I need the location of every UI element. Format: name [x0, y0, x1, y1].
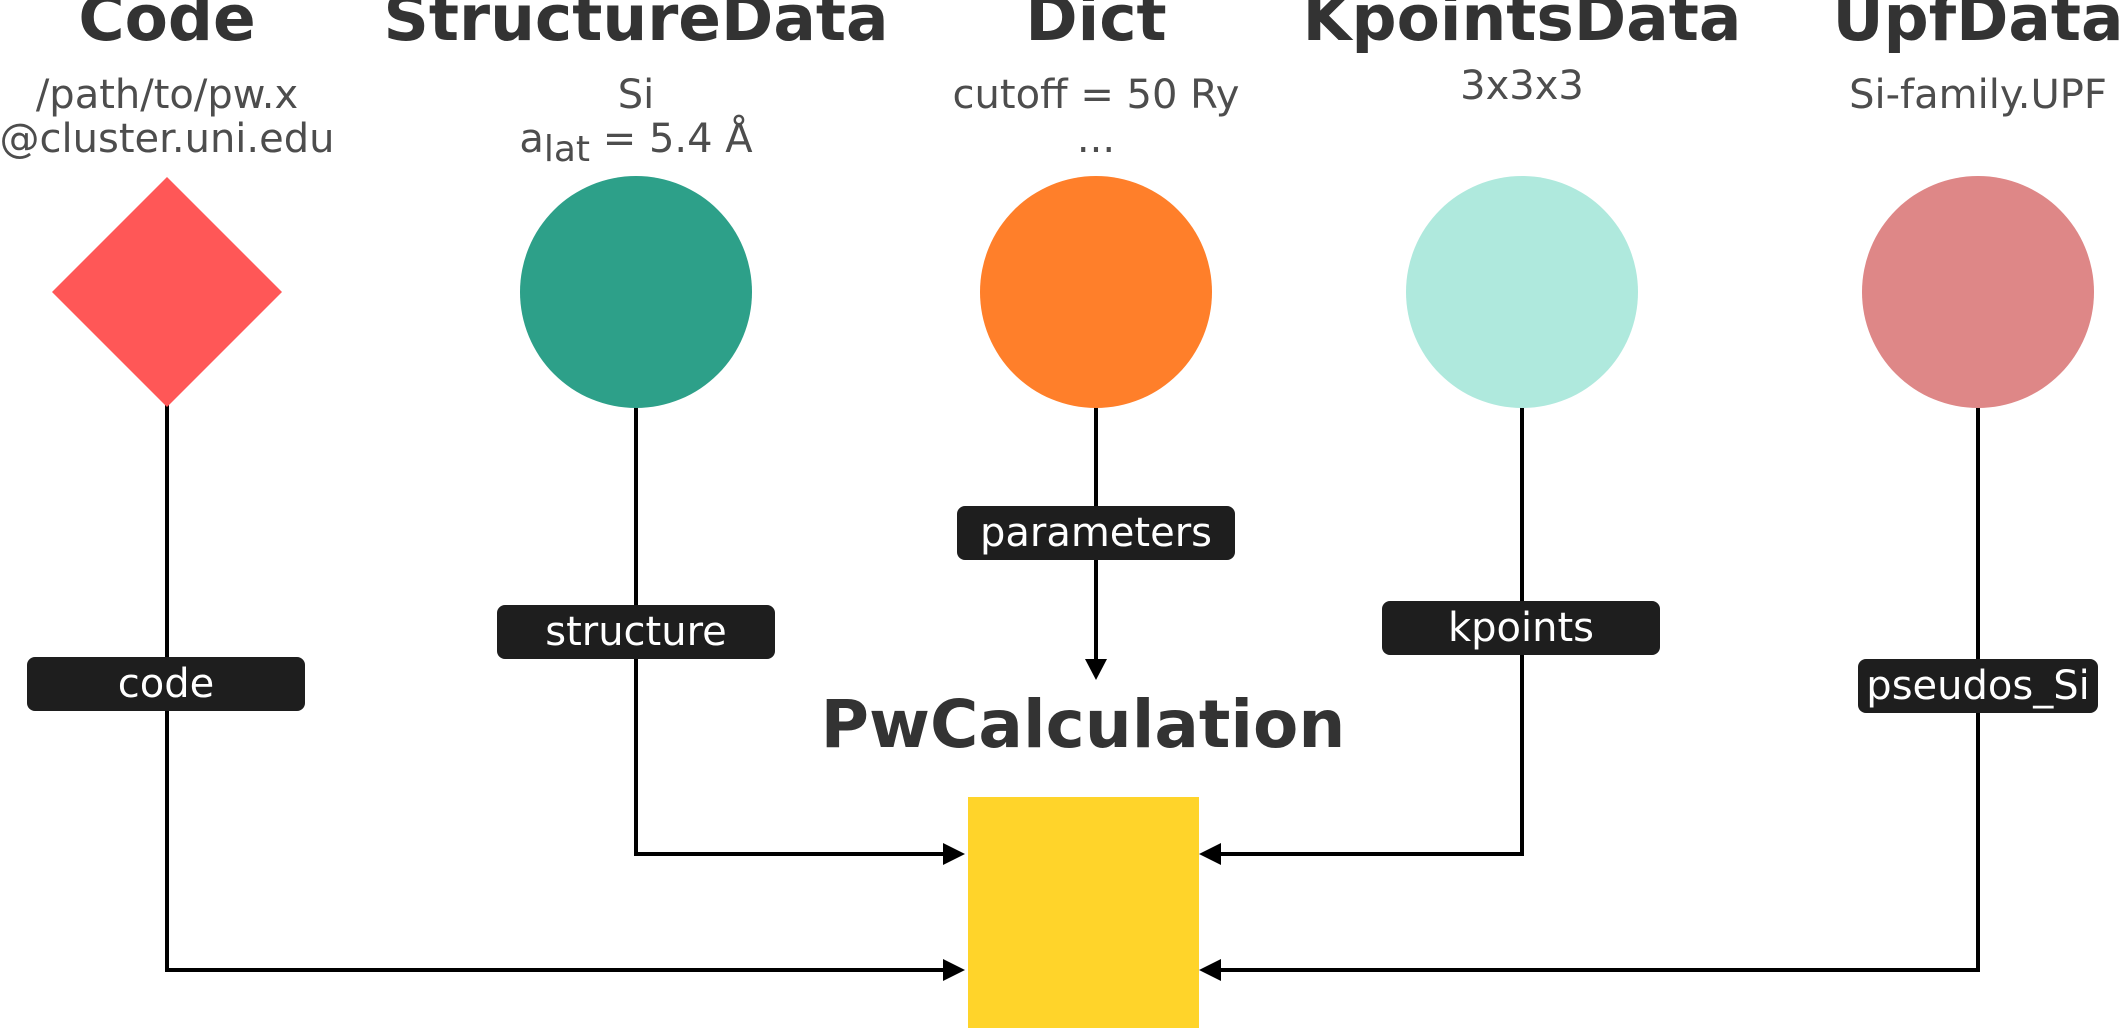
edge-label-code: code [27, 657, 305, 711]
calculation-node-square [968, 797, 1199, 1028]
structure-element: Si [617, 72, 655, 118]
upf-node-title: UpfData [1832, 0, 2124, 55]
code-node-title: Code [78, 0, 256, 55]
kpoints-node-detail: 3x3x3 [1460, 64, 1584, 108]
lattice-value: = 5.4 Å [590, 116, 753, 162]
arrowhead-pseudos [1199, 959, 1221, 981]
dict-node-title: Dict [1025, 0, 1167, 55]
dict-node-detail: cutoff = 50 Ry ... [953, 73, 1240, 161]
edge-label-structure: structure [497, 605, 775, 659]
code-host: @cluster.uni.edu [0, 116, 335, 162]
upf-family: Si-family.UPF [1849, 72, 2107, 118]
arrowhead-kpoints [1199, 843, 1221, 865]
edge-line-kpoints [1215, 405, 1524, 856]
structure-node-detail: Si alat = 5.4 Å [519, 72, 753, 170]
edge-line-code [165, 405, 955, 972]
edge-label-kpoints: kpoints [1382, 601, 1660, 655]
structure-node-circle [520, 176, 752, 408]
arrowhead-structure [943, 843, 965, 865]
dict-ellipsis: ... [1076, 116, 1116, 162]
structure-lattice: alat = 5.4 Å [519, 116, 753, 170]
structure-node-title: StructureData [383, 0, 889, 55]
arrowhead-parameters [1085, 659, 1107, 680]
edge-line-structure [634, 405, 955, 856]
dict-cutoff: cutoff = 50 Ry [952, 72, 1240, 118]
code-node-detail: /path/to/pw.x @cluster.uni.edu [0, 73, 334, 161]
lattice-symbol: a [519, 116, 544, 162]
edge-label-parameters: parameters [957, 506, 1235, 560]
edge-line-pseudos [1215, 405, 1980, 972]
upf-node-circle [1862, 176, 2094, 408]
edge-label-pseudos: pseudos_Si [1858, 659, 2098, 713]
code-node-diamond [52, 177, 282, 407]
lattice-subscript: lat [543, 129, 591, 170]
kpoints-node-circle [1406, 176, 1638, 408]
kpoints-mesh: 3x3x3 [1460, 63, 1584, 109]
dict-node-circle [980, 176, 1212, 408]
arrowhead-code [943, 959, 965, 981]
kpoints-node-title: KpointsData [1302, 0, 1742, 55]
upf-node-detail: Si-family.UPF [1849, 73, 2107, 117]
calculation-title: PwCalculation [820, 686, 1346, 763]
code-path: /path/to/pw.x [35, 72, 299, 118]
